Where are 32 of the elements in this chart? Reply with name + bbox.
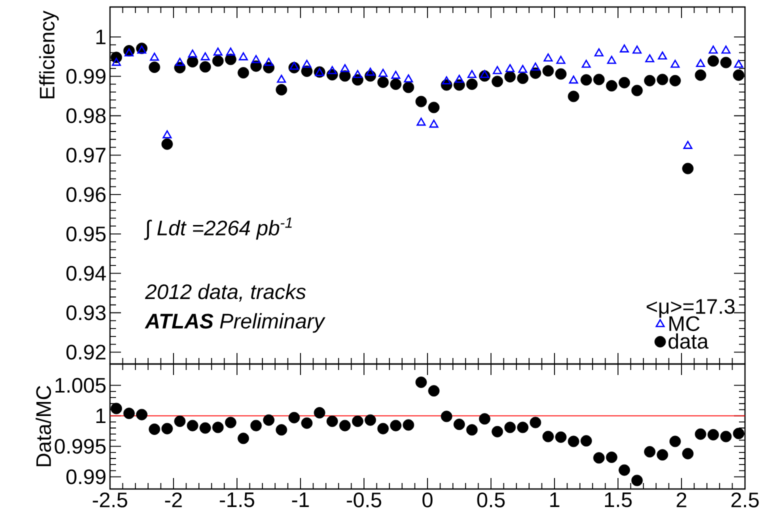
y-tick-label: 0.95 [66,226,106,242]
y-tick-label: 0.995 [54,438,106,454]
annotation: ATLAS Preliminary [144,313,326,333]
x-tick-label: 1 [550,492,560,507]
x-tick-label: 0 [422,492,433,508]
y-axis-title: Data/MC [36,386,52,466]
x-tick-label: -2 [165,492,182,508]
legend-label: data [668,333,709,349]
y-tick-label: 1 [96,408,106,424]
x-tick-label: 2 [676,492,686,508]
legend-title: <μ>=17.3 [646,299,735,318]
x-tick-label: -0.5 [346,492,382,508]
x-tick-label: 0.5 [477,492,505,508]
y-tick-label: 0.93 [66,305,106,320]
annotation: 2012 data, tracks [145,284,306,302]
y-tick-label: 0.99 [66,68,106,84]
y-axis-title: Efficiency [39,10,59,98]
x-tick-label: -1 [292,492,309,507]
x-tick-label: -2.5 [92,492,128,508]
y-tick-label: 1.005 [56,378,106,393]
y-tick-label: 0.99 [66,469,106,484]
legend-label: MC [669,316,700,332]
x-tick-label: -1.5 [220,492,254,508]
y-tick-label: 0.97 [66,148,106,163]
y-tick-label: 0.98 [66,108,106,124]
y-tick-label: 0.92 [66,344,106,360]
x-tick-label: 1.5 [605,492,632,508]
y-tick-label: 0.96 [66,187,106,202]
y-tick-label: 0.94 [66,266,106,281]
y-tick-label: 1 [96,30,106,44]
x-tick-label: 2.5 [731,492,759,508]
annotation: ∫ Ldt =2264 pb$^{-1}$ [144,218,292,240]
